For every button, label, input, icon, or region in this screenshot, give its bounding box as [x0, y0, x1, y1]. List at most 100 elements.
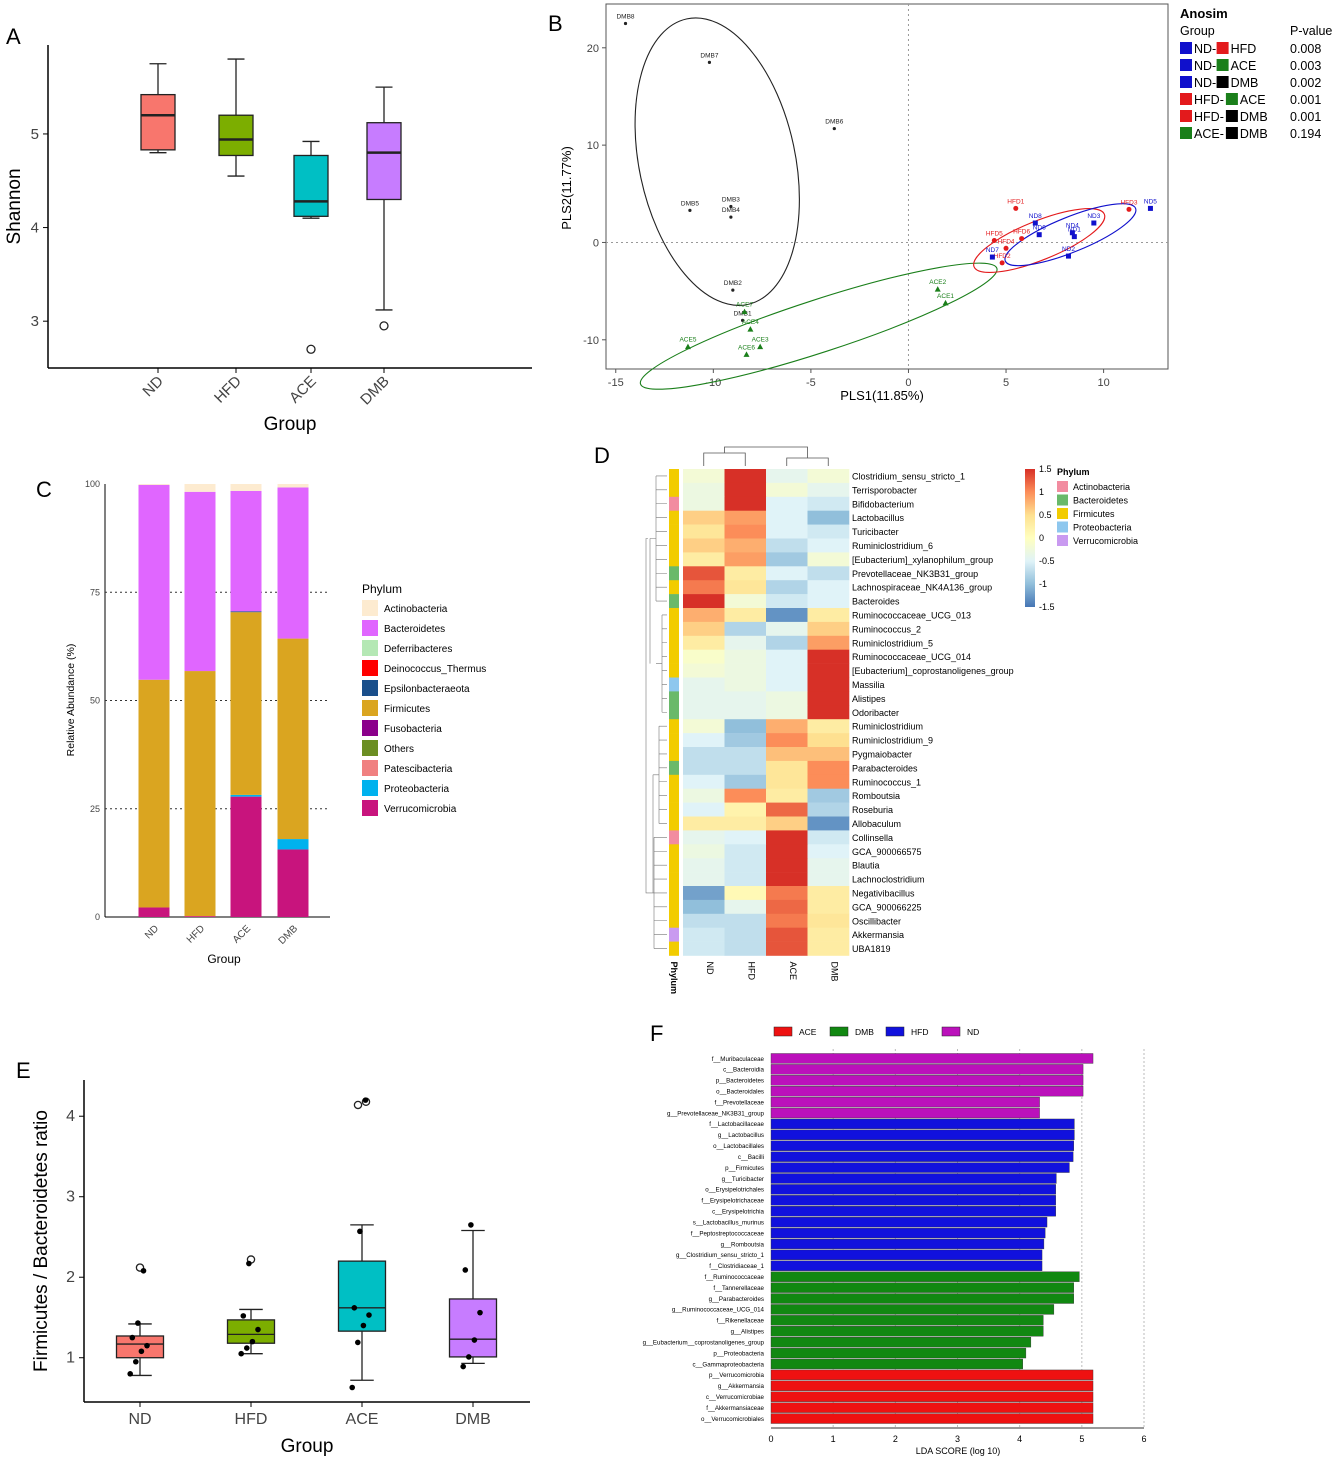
- point-dmb: [688, 208, 692, 212]
- column-dendrogram: [786, 457, 829, 466]
- panel-label-d: D: [594, 443, 610, 468]
- phylum-annotation-cell: [669, 747, 679, 762]
- heatmap-cell: [807, 524, 850, 539]
- anosim-p-value: 0.001: [1290, 110, 1321, 124]
- heatmap-cell: [683, 858, 725, 873]
- heatmap-cell: [683, 649, 725, 664]
- color-scale-label: 0: [1039, 533, 1044, 543]
- heatmap-cell: [766, 733, 808, 748]
- heatmap-cell: [724, 802, 767, 817]
- anosim-pair-first: ND-: [1194, 59, 1216, 73]
- anosim-swatch: [1216, 76, 1229, 88]
- heatmap-cell: [683, 677, 725, 692]
- heatmap-cell: [807, 649, 850, 664]
- x-tick-label: DMB: [357, 373, 393, 409]
- point-label: ACE6: [738, 344, 755, 351]
- point-label: HFD6: [1013, 229, 1030, 236]
- heatmap-cell: [766, 927, 808, 942]
- x-axis-label: Group: [207, 952, 241, 966]
- heatmap-cell: [724, 774, 767, 789]
- heatmap-cell: [724, 941, 767, 956]
- lda-bar: [770, 1347, 1027, 1359]
- anosim-swatch: [1216, 59, 1229, 71]
- row-label: Pygmaiobacter: [852, 750, 912, 760]
- heatmap-cell: [766, 649, 808, 664]
- heatmap-cell: [766, 941, 808, 956]
- legend-label: Patescibacteria: [384, 764, 453, 775]
- lda-bar-label: g__Romboutsia: [721, 1241, 765, 1248]
- bar-segment-firmicutes: [184, 671, 216, 917]
- legend-swatch: [1057, 481, 1068, 492]
- point-label: ACE2: [929, 279, 946, 286]
- phylum-annotation-cell: [669, 621, 679, 637]
- anosim-swatch: [1180, 127, 1192, 139]
- heatmap-cell: [766, 580, 808, 595]
- lda-bar-label: f__Erysipelotrichaceae: [701, 1198, 764, 1205]
- lda-bar-label: f__Muribaculaceae: [712, 1056, 765, 1063]
- heatmap-cell: [807, 663, 850, 678]
- panel-label-a: A: [6, 24, 21, 49]
- outlier-point: [379, 321, 389, 331]
- panel-c-phylum-stacked-bars: 0 25 50 75 100 ND HFD ACE DMB Group Relative Abund…: [65, 479, 486, 966]
- lda-bar-label: o__Lactobacillales: [713, 1143, 764, 1150]
- anosim-pair-second: ACE: [1240, 93, 1266, 107]
- row-label: Massilia: [852, 680, 885, 690]
- row-label: Lachnospiraceae_NK4A136_group: [852, 583, 992, 593]
- heatmap-cell: [683, 538, 725, 553]
- bar-segment-bacteroidetes: [184, 491, 216, 672]
- row-label: Collinsella: [852, 833, 893, 843]
- heatmap-cell: [683, 482, 725, 498]
- bar-segment-firmicutes: [230, 612, 262, 795]
- y-axis-label: Shannon: [4, 168, 25, 244]
- phylum-annotation-cell: [669, 663, 679, 678]
- bar-segment-verrucomicrobia: [138, 907, 170, 917]
- phylum-annotation-cell: [669, 872, 679, 887]
- phylum-annotation-cell: [669, 858, 679, 873]
- row-label: Alistipes: [852, 694, 886, 704]
- lda-bar-label: o__Bacteroidales: [716, 1088, 764, 1095]
- y-tick-label: 25: [90, 804, 100, 814]
- heatmap-cell: [807, 566, 850, 581]
- legend-swatch: [362, 700, 378, 716]
- box-hfd: [218, 114, 254, 157]
- row-label: Bacteroides: [852, 597, 900, 607]
- heatmap-cell: [766, 747, 808, 762]
- phylum-annotation-cell: [669, 677, 679, 692]
- panel-b-pls-scatter: -15 -10 -5 0 5 10 -10 0 10 20 PLS1(11.85%) PLS2(11.…: [559, 3, 1332, 403]
- phylum-annotation-cell: [669, 594, 679, 609]
- heatmap-cell: [683, 760, 725, 776]
- bar-segment-epsilonbacteraeota: [230, 611, 262, 613]
- bar-segment-actinobacteria: [277, 484, 309, 488]
- lda-bar: [770, 1064, 1084, 1075]
- anosim-swatch: [1225, 110, 1238, 122]
- jitter-point: [366, 1312, 372, 1318]
- y-tick-label: 50: [90, 696, 100, 706]
- lda-bar: [770, 1173, 1057, 1184]
- heatmap-cell: [766, 788, 808, 803]
- panel-e-fb-ratio-boxplot: 1 2 3 4 ND HFD ACE DMB Group Firmicutes / Bactero…: [31, 1080, 530, 1457]
- anosim-p-value: 0.001: [1290, 93, 1321, 107]
- bar-segment-bacteroidetes: [230, 490, 262, 612]
- jitter-point: [135, 1320, 141, 1326]
- heatmap-cell: [724, 608, 767, 623]
- lda-bar: [770, 1282, 1074, 1293]
- y-tick-label: 100: [85, 479, 100, 489]
- panel-label-f: F: [650, 1021, 663, 1046]
- point-ace: [747, 326, 754, 332]
- bar-segment-verrucomicrobia: [230, 796, 262, 917]
- column-dendrogram: [703, 452, 746, 466]
- lda-bar-label: c__Gammaproteobacteria: [692, 1361, 764, 1368]
- lda-bar: [770, 1096, 1040, 1108]
- heatmap-cell: [724, 733, 767, 748]
- lda-bar: [770, 1315, 1044, 1326]
- heatmap-cell: [724, 760, 767, 776]
- heatmap-cell: [683, 594, 725, 609]
- heatmap-cell: [807, 719, 850, 734]
- legend-label: ND: [967, 1027, 979, 1037]
- legend-label: Deinococcus_Thermus: [384, 664, 486, 675]
- heatmap-cell: [766, 705, 808, 720]
- y-tick-label: 10: [587, 140, 599, 152]
- heatmap-cell: [724, 635, 767, 650]
- bar-segment-actinobacteria: [138, 484, 170, 485]
- x-axis-label: Group: [281, 1436, 334, 1457]
